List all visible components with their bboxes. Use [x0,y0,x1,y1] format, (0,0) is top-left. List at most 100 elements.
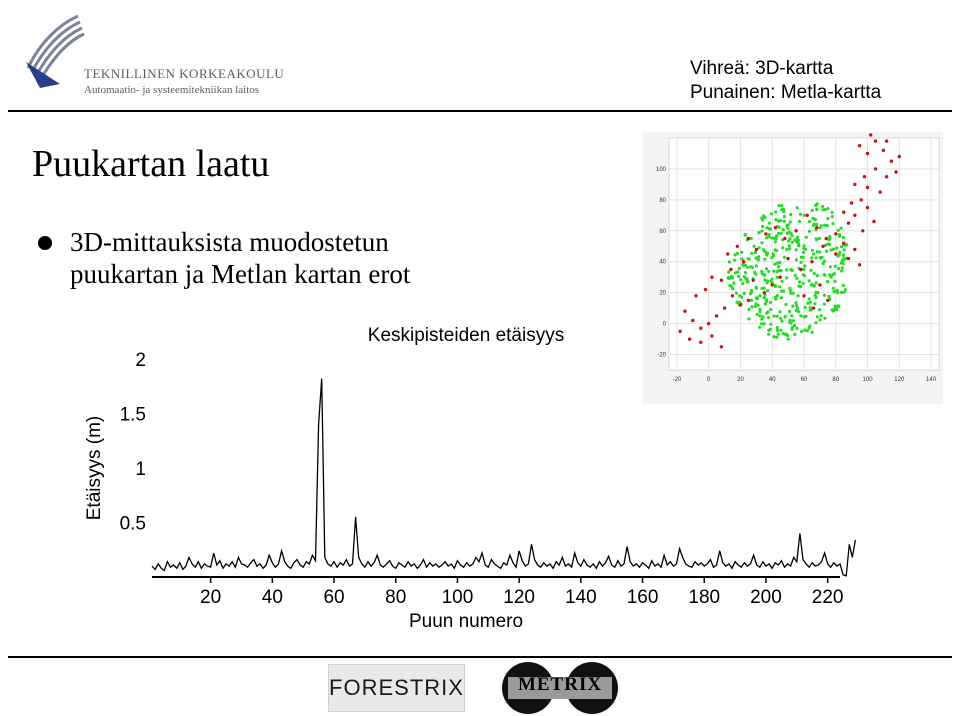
green-point [779,316,783,320]
green-point [779,268,783,273]
red-point [719,345,724,349]
y-tick-label: 80 [659,198,666,204]
green-point [762,286,766,290]
green-point [739,278,743,282]
green-point [808,300,813,304]
university-logo [26,14,85,88]
red-point [857,263,862,267]
green-point [839,261,843,265]
green-point [803,264,807,268]
green-point [767,328,771,332]
green-point [829,248,833,252]
green-point [797,310,801,314]
green-point [763,273,767,277]
green-point [823,316,827,320]
green-point [805,329,809,333]
x-tick-label: 120 [503,587,535,608]
green-point [776,231,781,235]
green-point [758,325,762,329]
green-point [793,238,797,242]
green-point [815,222,819,227]
y-tick-label: 40 [659,260,666,266]
green-point [779,328,783,332]
green-point [799,260,803,264]
green-point [745,280,749,284]
green-point [831,247,836,251]
x-tick-label: 220 [812,587,844,608]
red-point [746,298,751,303]
green-point [787,230,791,234]
green-point [730,276,734,280]
green-point [741,281,745,286]
green-point [791,304,795,308]
red-point [873,139,878,143]
green-point [760,229,764,233]
red-point [881,148,886,153]
green-point [775,325,779,330]
green-point [806,301,810,305]
green-point [838,250,842,254]
red-point [762,291,766,295]
distance-series-line [151,378,857,577]
green-point [833,264,837,268]
green-point [793,323,797,328]
green-point [757,255,761,259]
org-department: Automaatio- ja systeemitekniikan laitos [84,84,260,96]
green-point [785,276,789,280]
green-point [776,219,780,223]
green-point [800,329,804,333]
green-point [795,306,800,310]
green-point [785,247,789,252]
green-point [742,291,746,295]
green-point [808,324,812,328]
green-point [795,303,799,308]
green-point [803,305,807,310]
green-point [766,289,770,293]
green-point [791,319,795,323]
green-point [808,308,812,312]
green-point [797,280,802,284]
green-point [808,306,812,310]
green-point [807,229,811,233]
green-point [752,244,756,248]
y-tick-label: 1 [135,459,146,480]
green-point [834,308,839,312]
red-point [799,267,803,272]
green-point [807,220,812,224]
green-point [736,274,741,278]
green-point [774,210,778,214]
red-point [699,340,703,344]
red-point [735,244,739,248]
red-point [846,221,851,225]
x-tick-label: 40 [262,587,283,608]
green-point [738,300,742,304]
x-tick-label: 100 [863,377,874,383]
green-point [763,293,767,297]
green-point [799,314,803,318]
red-point [741,260,746,264]
green-point [782,214,786,219]
green-point [773,248,777,252]
red-point [805,213,809,217]
green-point [779,219,783,223]
green-point [778,310,782,314]
red-point [869,133,873,137]
green-point [727,270,731,274]
green-point [829,275,833,279]
green-point [823,273,827,277]
green-point [767,233,771,237]
metrix-logo [502,662,618,714]
green-point [747,317,751,321]
red-point [853,182,857,187]
green-point [788,288,792,293]
green-point [787,239,791,243]
green-point [775,328,780,333]
green-point [832,289,836,294]
green-point [803,274,807,278]
green-point [835,288,839,292]
green-point [731,287,735,291]
green-point [802,244,806,248]
green-point [819,314,823,318]
green-point [760,317,764,321]
